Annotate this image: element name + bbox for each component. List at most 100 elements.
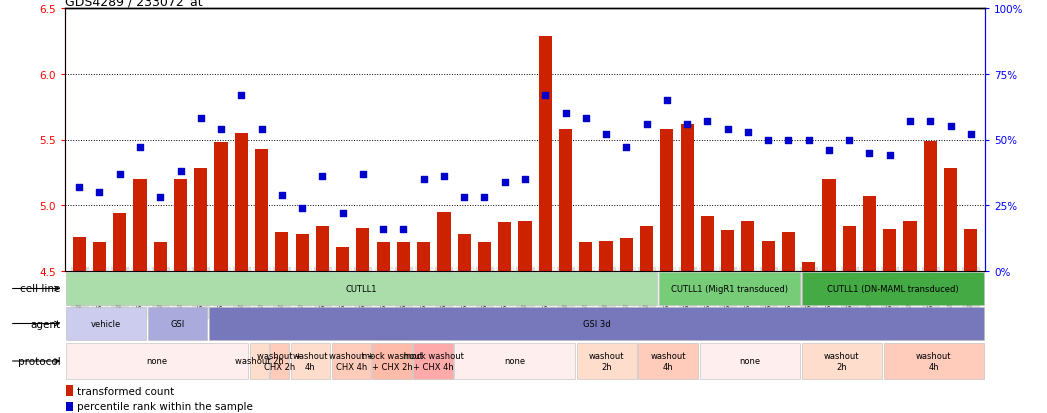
Bar — [802, 262, 816, 271]
Bar — [356, 228, 370, 271]
Bar — [373, 343, 411, 380]
Bar — [620, 239, 632, 271]
Point — [375, 226, 392, 233]
Bar — [295, 235, 309, 271]
Bar — [316, 227, 329, 271]
Point — [436, 173, 452, 180]
Text: mock washout
+ CHX 4h: mock washout + CHX 4h — [402, 351, 464, 371]
Point — [111, 171, 128, 178]
Point — [678, 121, 695, 128]
Bar — [782, 232, 795, 271]
Bar — [148, 308, 207, 340]
Point — [800, 137, 817, 143]
Point — [71, 184, 88, 191]
Point — [699, 119, 716, 125]
Bar — [235, 133, 248, 271]
Text: washout 2h: washout 2h — [235, 357, 284, 366]
Bar — [72, 237, 86, 271]
Bar — [498, 223, 511, 271]
Bar — [454, 343, 575, 380]
Bar — [414, 343, 452, 380]
Point — [962, 132, 979, 138]
Bar — [93, 242, 106, 271]
Point — [719, 126, 736, 133]
Bar — [270, 343, 289, 380]
Bar — [802, 273, 984, 305]
Bar — [681, 124, 694, 271]
Point — [416, 176, 432, 183]
Text: CUTLL1 (MigR1 transduced): CUTLL1 (MigR1 transduced) — [671, 284, 788, 293]
Point — [618, 145, 634, 151]
Bar — [884, 229, 896, 271]
Bar — [761, 241, 775, 271]
Point — [455, 195, 472, 201]
Bar — [579, 242, 593, 271]
Text: vehicle: vehicle — [91, 319, 121, 328]
Point — [942, 124, 959, 131]
Text: none: none — [505, 357, 526, 366]
Text: CUTLL1: CUTLL1 — [346, 284, 377, 293]
Text: washout +
CHX 2h: washout + CHX 2h — [258, 351, 303, 371]
Bar — [518, 221, 532, 271]
Point — [213, 126, 229, 133]
Bar — [154, 242, 166, 271]
Bar — [699, 343, 800, 380]
Bar — [600, 241, 612, 271]
Bar — [640, 227, 653, 271]
Point — [253, 126, 270, 133]
Bar — [559, 130, 572, 271]
Point — [557, 111, 574, 117]
Point — [901, 119, 918, 125]
Bar — [577, 343, 637, 380]
Point — [334, 210, 351, 217]
Text: transformed count: transformed count — [76, 386, 174, 396]
Text: agent: agent — [30, 319, 61, 329]
Bar — [923, 142, 937, 271]
Bar — [66, 308, 146, 340]
Bar — [843, 227, 855, 271]
Text: percentile rank within the sample: percentile rank within the sample — [76, 401, 252, 411]
Point — [861, 150, 877, 157]
Bar — [209, 308, 984, 340]
Point — [760, 137, 777, 143]
Text: washout
2h: washout 2h — [824, 351, 860, 371]
Bar — [215, 143, 227, 271]
Bar — [66, 385, 73, 396]
Bar — [336, 248, 350, 271]
Point — [314, 173, 331, 180]
Text: washout
4h: washout 4h — [916, 351, 952, 371]
Text: mock washout
+ CHX 2h: mock washout + CHX 2h — [361, 351, 423, 371]
Bar — [538, 36, 552, 271]
Bar — [863, 197, 876, 271]
Bar — [661, 130, 673, 271]
Bar — [291, 343, 330, 380]
Bar — [66, 273, 658, 305]
Point — [273, 192, 290, 199]
Bar — [884, 343, 984, 380]
Text: none: none — [147, 357, 168, 366]
Text: GSI 3d: GSI 3d — [583, 319, 610, 328]
Text: protocol: protocol — [18, 356, 61, 366]
Bar — [904, 221, 916, 271]
Bar — [332, 343, 371, 380]
Bar — [174, 180, 187, 271]
Text: cell line: cell line — [20, 284, 61, 294]
Bar — [255, 150, 268, 271]
Point — [659, 97, 675, 104]
Point — [496, 179, 513, 185]
Bar — [66, 402, 73, 411]
Point — [91, 189, 108, 196]
Point — [516, 176, 533, 183]
Bar — [639, 343, 698, 380]
Text: washout +
CHX 4h: washout + CHX 4h — [329, 351, 374, 371]
Point — [598, 132, 615, 138]
Point — [922, 119, 939, 125]
Bar — [133, 180, 147, 271]
Bar — [275, 232, 288, 271]
Bar — [477, 242, 491, 271]
Bar — [417, 242, 430, 271]
Point — [537, 92, 554, 99]
Text: CUTLL1 (DN-MAML transduced): CUTLL1 (DN-MAML transduced) — [827, 284, 959, 293]
Bar — [377, 242, 389, 271]
Bar — [66, 343, 248, 380]
